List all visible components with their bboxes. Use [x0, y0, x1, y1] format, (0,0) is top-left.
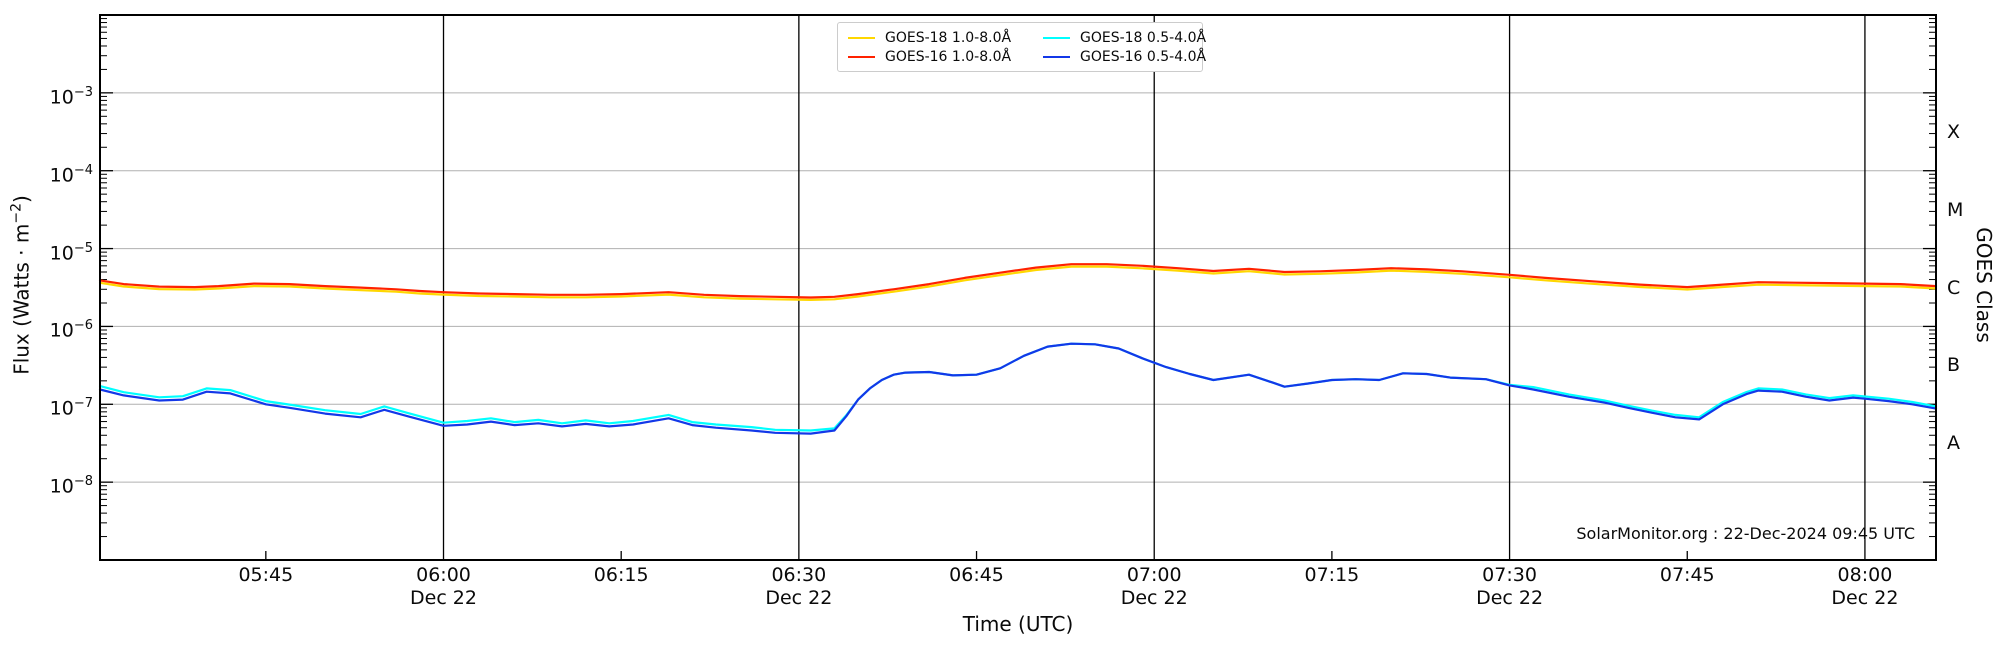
legend-swatch-goes18-long	[848, 36, 875, 39]
x-tick-label-07:45: 07:45	[1659, 564, 1715, 586]
x-date-label-07:00: Dec 22	[1120, 587, 1188, 609]
x-date-label-07:30: Dec 22	[1476, 587, 1544, 609]
x-tick-label-05:45: 05:45	[238, 564, 294, 586]
goes-class-label-M: M	[1947, 198, 1964, 221]
gridlines	[100, 15, 1936, 560]
y-tick-label-1e-7: 10−7	[49, 396, 93, 420]
x-tick-label-07:15: 07:15	[1304, 564, 1360, 586]
data-series	[98, 263, 1938, 435]
legend-item-goes16-short: GOES-16 0.5-4.0Å	[1043, 49, 1206, 65]
legend: GOES-18 1.0-8.0Å GOES-18 0.5-4.0Å GOES-16 …	[837, 22, 1206, 72]
x-tick-label-06:00: 06:00	[416, 564, 471, 586]
axis-ticks	[100, 18, 1936, 560]
x-date-label-06:00: Dec 22	[410, 587, 477, 609]
plot-frame	[99, 14, 1937, 561]
x-axis-label: Time (UTC)	[962, 612, 1074, 636]
goes-class-label-X: X	[1947, 120, 1961, 143]
goes-class-label-C: C	[1947, 276, 1961, 299]
y-tick-label-1e-3: 10−3	[49, 84, 93, 109]
y-tick-label-1e-4: 10−4	[49, 162, 93, 187]
x-tick-label-08:00: 08:00	[1837, 564, 1893, 586]
legend-item-goes18-short: GOES-18 0.5-4.0Å	[1043, 30, 1206, 46]
x-date-label-06:30: Dec 22	[765, 587, 833, 609]
legend-swatch-goes16-long	[848, 55, 875, 58]
y-tick-label-1e-6: 10−6	[49, 318, 93, 342]
series-goes16-short-line	[98, 342, 1938, 435]
x-tick-label-07:00: 07:00	[1126, 564, 1182, 586]
series-goes18-long-line	[98, 265, 1938, 301]
x-tick-label-06:45: 06:45	[949, 564, 1004, 586]
y-tick-label-1e-8: 10−8	[49, 474, 93, 498]
legend-label-goes16-long: GOES-16 1.0-8.0Å	[885, 48, 1012, 65]
goes-class-label-A: A	[1947, 432, 1960, 455]
legend-item-goes18-long: GOES-18 1.0-8.0Å	[848, 30, 1043, 46]
x-tick-label-06:30: 06:30	[771, 564, 827, 586]
legend-swatch-goes18-short	[1043, 36, 1070, 39]
right-axis-label: GOES Class	[1972, 227, 1996, 343]
x-date-label-08:00: Dec 22	[1831, 587, 1899, 609]
y-axis-label: Flux (Watts · m−2)	[8, 195, 34, 375]
x-tick-label-06:15: 06:15	[593, 564, 649, 586]
legend-label-goes18-short: GOES-18 0.5-4.0Å	[1080, 29, 1207, 46]
y-tick-label-1e-5: 10−5	[49, 240, 93, 264]
legend-swatch-goes16-short	[1043, 55, 1070, 58]
legend-label-goes18-long: GOES-18 1.0-8.0Å	[885, 29, 1012, 46]
goes-class-label-B: B	[1947, 354, 1961, 377]
attribution-text: SolarMonitor.org : 22-Dec-2024 09:45 UTC	[1576, 524, 1915, 543]
legend-item-goes16-long: GOES-16 1.0-8.0Å	[848, 49, 1043, 65]
series-goes16-long-line	[98, 263, 1938, 299]
x-tick-label-07:30: 07:30	[1482, 564, 1537, 586]
legend-label-goes16-short: GOES-16 0.5-4.0Å	[1080, 48, 1207, 65]
series-goes18-short-line	[98, 342, 1938, 432]
